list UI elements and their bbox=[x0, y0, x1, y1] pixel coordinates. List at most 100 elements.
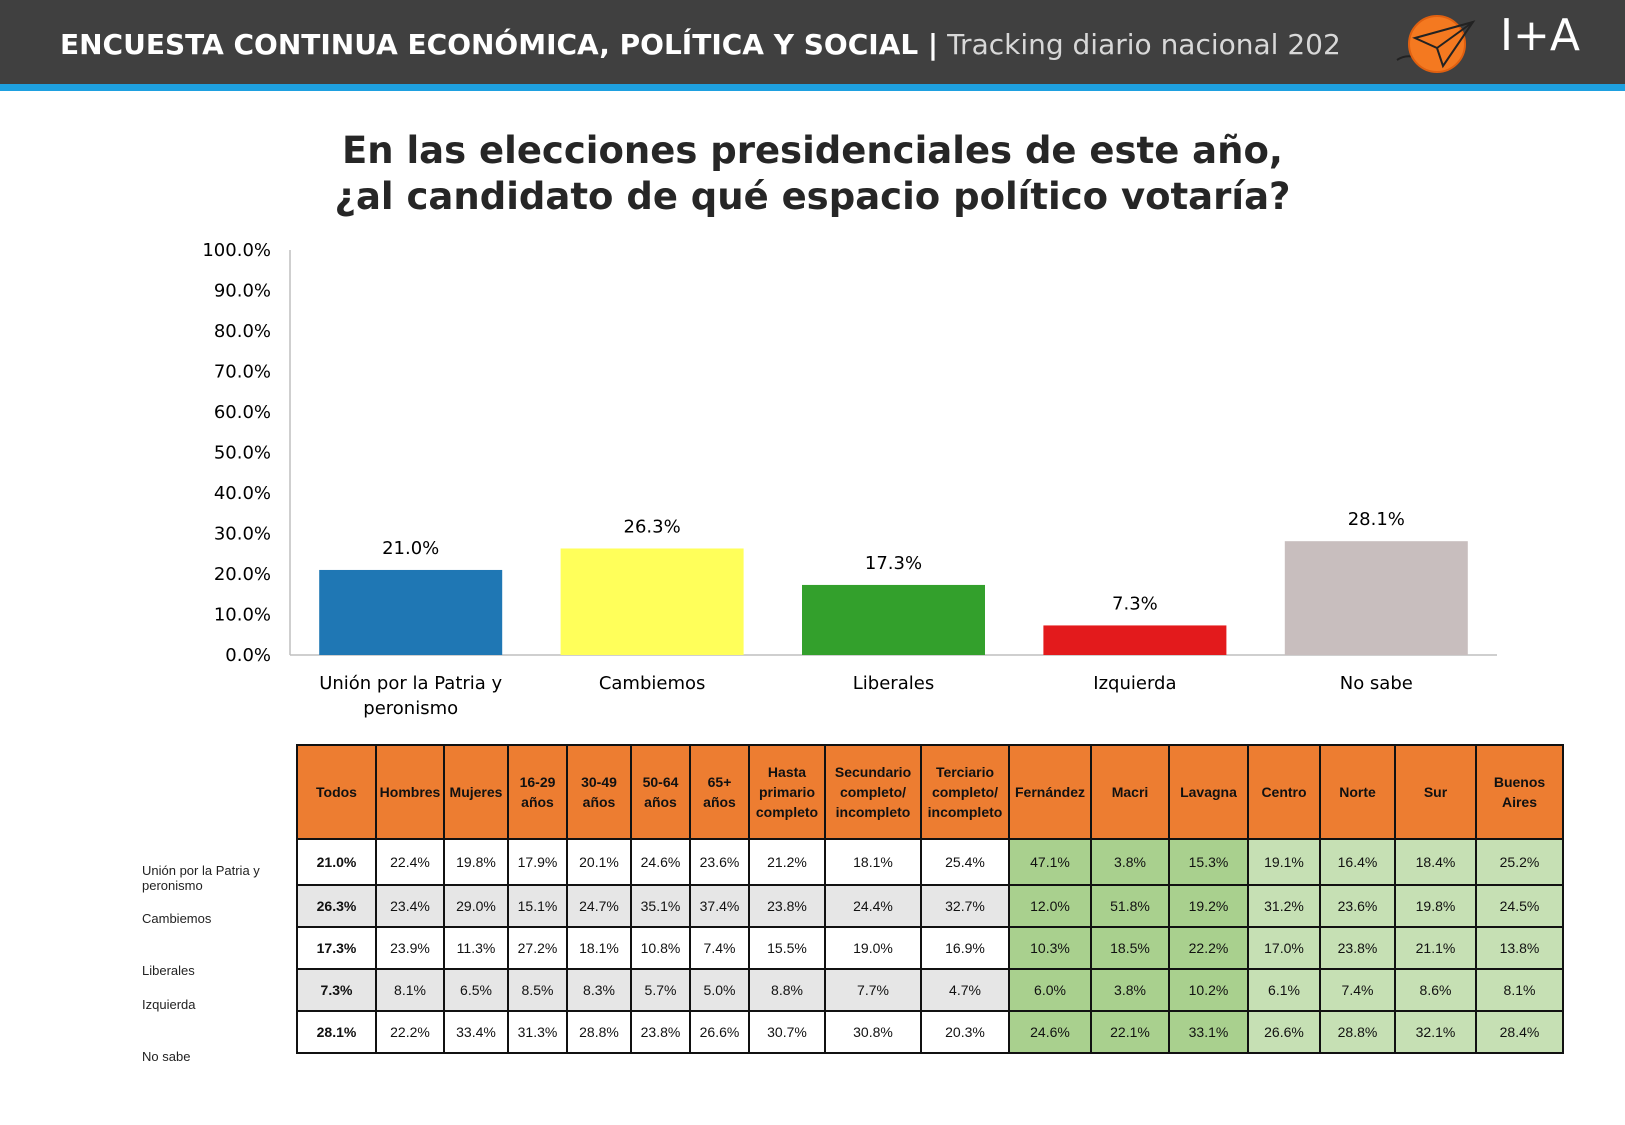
table-cell: 13.8% bbox=[1475, 926, 1564, 970]
table-cell: 15.3% bbox=[1168, 838, 1249, 886]
table-cell: 35.1% bbox=[630, 884, 691, 928]
table-header-cell: Secundario completo/ incompleto bbox=[824, 744, 922, 840]
table-cell: 21.2% bbox=[748, 838, 826, 886]
table-cell: 19.2% bbox=[1168, 884, 1249, 928]
table-cell: 31.3% bbox=[507, 1010, 568, 1054]
bar bbox=[319, 569, 503, 655]
x-tick-label: Unión por la Patria y peronismo bbox=[319, 673, 502, 719]
y-tick-label: 100.0% bbox=[202, 240, 271, 261]
table-cell: 4.7% bbox=[920, 968, 1010, 1012]
table-cell: 28.1% bbox=[296, 1010, 377, 1054]
table-cell: 23.6% bbox=[1319, 884, 1396, 928]
table-row: 28.1% 22.2% 33.4% 31.3% 28.8% 23.8% 26.6% 30.7%… bbox=[296, 1010, 1564, 1054]
table-cell: 26.3% bbox=[296, 884, 377, 928]
header-title-bold: ENCUESTA CONTINUA ECONÓMICA, POLÍTICA Y … bbox=[60, 28, 939, 61]
table-cell: 7.3% bbox=[296, 968, 377, 1012]
table-cell: 18.1% bbox=[824, 838, 922, 886]
x-tick-label: Liberales bbox=[853, 673, 934, 694]
table-cell: 20.3% bbox=[920, 1010, 1010, 1054]
table-cell: 25.4% bbox=[920, 838, 1010, 886]
table-cell: 17.3% bbox=[296, 926, 377, 970]
table-cell: 8.5% bbox=[507, 968, 568, 1012]
bar-value-label: 7.3% bbox=[1112, 593, 1158, 614]
table-cell: 32.1% bbox=[1394, 1010, 1477, 1054]
table-cell: 22.2% bbox=[1168, 926, 1249, 970]
y-tick-label: 10.0% bbox=[214, 605, 271, 626]
table-cell: 24.6% bbox=[1008, 1010, 1092, 1054]
table-cell: 19.8% bbox=[1394, 884, 1477, 928]
table-cell: 26.6% bbox=[689, 1010, 750, 1054]
row-label-union: Unión por la Patria y peronismo bbox=[142, 863, 260, 893]
table-cell: 24.7% bbox=[566, 884, 632, 928]
y-tick-label: 50.0% bbox=[214, 443, 271, 464]
y-tick-label: 80.0% bbox=[214, 321, 271, 342]
bar bbox=[802, 584, 985, 655]
table-header-cell: Todos bbox=[296, 744, 377, 840]
table-header-cell: Macri bbox=[1090, 744, 1170, 840]
table-cell: 5.7% bbox=[630, 968, 691, 1012]
table-cell: 6.1% bbox=[1247, 968, 1321, 1012]
table-cell: 10.2% bbox=[1168, 968, 1249, 1012]
table-cell: 17.9% bbox=[507, 838, 568, 886]
table-cell: 22.1% bbox=[1090, 1010, 1170, 1054]
table-cell: 26.6% bbox=[1247, 1010, 1321, 1054]
table-cell: 24.4% bbox=[824, 884, 922, 928]
table-header-cell: Norte bbox=[1319, 744, 1396, 840]
bar bbox=[1043, 625, 1227, 655]
table-cell: 8.8% bbox=[748, 968, 826, 1012]
table-header-cell: Fernández bbox=[1008, 744, 1092, 840]
table-header-cell: 65+ años bbox=[689, 744, 750, 840]
y-tick-label: 90.0% bbox=[214, 281, 271, 302]
table-cell: 6.5% bbox=[443, 968, 509, 1012]
bar bbox=[1284, 541, 1468, 655]
table-cell: 8.1% bbox=[1475, 968, 1564, 1012]
table-cell: 22.2% bbox=[375, 1010, 445, 1054]
x-tick-label: Cambiemos bbox=[599, 673, 706, 694]
table-cell: 37.4% bbox=[689, 884, 750, 928]
table-cell: 16.9% bbox=[920, 926, 1010, 970]
table-header-cell: 50-64 años bbox=[630, 744, 691, 840]
table-cell: 23.9% bbox=[375, 926, 445, 970]
bar-value-label: 17.3% bbox=[865, 553, 922, 574]
table-cell: 23.4% bbox=[375, 884, 445, 928]
table-header-cell: Hasta primario completo bbox=[748, 744, 826, 840]
x-tick-label: No sabe bbox=[1340, 673, 1413, 694]
table-cell: 30.7% bbox=[748, 1010, 826, 1054]
table-cell: 15.1% bbox=[507, 884, 568, 928]
table-cell: 8.3% bbox=[566, 968, 632, 1012]
table-cell: 7.4% bbox=[1319, 968, 1396, 1012]
table-cell: 28.8% bbox=[566, 1010, 632, 1054]
table-cell: 33.4% bbox=[443, 1010, 509, 1054]
table-header-cell: Lavagna bbox=[1168, 744, 1249, 840]
y-tick-label: 20.0% bbox=[214, 564, 271, 585]
bar bbox=[560, 548, 744, 655]
table-cell: 24.6% bbox=[630, 838, 691, 886]
y-tick-label: 40.0% bbox=[214, 483, 271, 504]
table-cell: 31.2% bbox=[1247, 884, 1321, 928]
bar-value-label: 21.0% bbox=[382, 538, 439, 559]
table-cell: 51.8% bbox=[1090, 884, 1170, 928]
table-header-cell: 30-49 años bbox=[566, 744, 632, 840]
header-bar bbox=[0, 0, 1625, 84]
table-cell: 21.1% bbox=[1394, 926, 1477, 970]
table-cell: 18.1% bbox=[566, 926, 632, 970]
question-title: En las elecciones presidenciales de este… bbox=[0, 128, 1625, 220]
table-cell: 19.1% bbox=[1247, 838, 1321, 886]
table-cell: 17.0% bbox=[1247, 926, 1321, 970]
header-title-light: Tracking diario nacional 202 bbox=[947, 28, 1341, 61]
header-title: ENCUESTA CONTINUA ECONÓMICA, POLÍTICA Y … bbox=[60, 28, 1341, 61]
table-row: 7.3% 8.1% 6.5% 8.5% 8.3% 5.7% 5.0% 8.8% 7.7% 4.7%… bbox=[296, 968, 1564, 1012]
table-cell: 8.1% bbox=[375, 968, 445, 1012]
y-tick-label: 70.0% bbox=[214, 362, 271, 383]
question-line-2: ¿al candidato de qué espacio político vo… bbox=[334, 175, 1291, 218]
table-cell: 3.8% bbox=[1090, 968, 1170, 1012]
table-header-cell: Sur bbox=[1394, 744, 1477, 840]
table-row: 26.3% 23.4% 29.0% 15.1% 24.7% 35.1% 37.4% 23.8%… bbox=[296, 884, 1564, 928]
table-cell: 19.0% bbox=[824, 926, 922, 970]
table-cell: 7.7% bbox=[824, 968, 922, 1012]
y-tick-label: 30.0% bbox=[214, 524, 271, 545]
y-tick-label: 0.0% bbox=[225, 645, 271, 666]
table-cell: 25.2% bbox=[1475, 838, 1564, 886]
table-cell: 20.1% bbox=[566, 838, 632, 886]
table-cell: 30.8% bbox=[824, 1010, 922, 1054]
